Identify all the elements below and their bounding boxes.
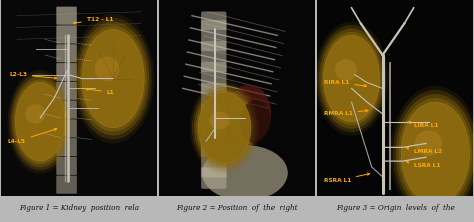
Ellipse shape [401,102,469,204]
Text: RIRA L1: RIRA L1 [324,80,366,87]
FancyBboxPatch shape [1,0,156,196]
Text: LMRA L2: LMRA L2 [407,147,442,154]
Text: RMRA L1: RMRA L1 [324,110,368,117]
Text: L4-L5: L4-L5 [8,129,57,144]
FancyBboxPatch shape [56,44,77,62]
Ellipse shape [324,35,380,122]
FancyBboxPatch shape [56,119,77,137]
FancyBboxPatch shape [201,41,227,51]
Ellipse shape [324,35,380,122]
Ellipse shape [15,83,65,161]
Ellipse shape [319,28,384,129]
Ellipse shape [198,92,251,163]
FancyBboxPatch shape [56,63,77,81]
Ellipse shape [393,90,474,217]
Ellipse shape [11,76,69,167]
Ellipse shape [396,94,474,212]
FancyBboxPatch shape [318,0,473,196]
Ellipse shape [72,14,154,143]
FancyBboxPatch shape [201,125,227,135]
Ellipse shape [190,81,259,174]
Text: T12 - L1: T12 - L1 [73,17,113,24]
Ellipse shape [94,56,119,81]
FancyBboxPatch shape [56,157,77,175]
Text: Figure 3 = Origin  levels  of  the: Figure 3 = Origin levels of the [336,204,455,212]
FancyBboxPatch shape [201,12,226,189]
Ellipse shape [82,30,144,128]
FancyBboxPatch shape [201,146,227,156]
Ellipse shape [77,22,149,136]
Text: L2-L3: L2-L3 [9,72,56,79]
Ellipse shape [390,86,474,221]
Text: LSRA L1: LSRA L1 [407,161,440,168]
FancyBboxPatch shape [56,82,77,100]
FancyBboxPatch shape [56,7,77,25]
FancyBboxPatch shape [56,138,77,156]
Ellipse shape [228,85,271,143]
Ellipse shape [15,83,65,161]
Ellipse shape [75,18,152,139]
Text: L1: L1 [86,88,115,95]
Ellipse shape [335,59,357,81]
Text: RSRA L1: RSRA L1 [324,173,370,183]
Ellipse shape [202,145,287,200]
Ellipse shape [13,79,67,164]
Ellipse shape [194,87,255,169]
Ellipse shape [82,30,144,128]
Ellipse shape [209,112,230,129]
FancyBboxPatch shape [201,20,227,30]
FancyBboxPatch shape [201,104,227,114]
Ellipse shape [25,104,45,124]
Ellipse shape [321,32,382,125]
FancyBboxPatch shape [159,0,315,196]
FancyBboxPatch shape [201,83,227,93]
Ellipse shape [240,100,271,143]
Text: LIRA L1: LIRA L1 [408,121,438,128]
FancyBboxPatch shape [56,101,77,118]
FancyBboxPatch shape [201,62,227,72]
Ellipse shape [401,102,469,204]
Ellipse shape [317,25,386,132]
Ellipse shape [9,73,71,170]
Ellipse shape [192,84,257,172]
Ellipse shape [399,98,472,208]
Text: Figure 2 = Position  of  the  right: Figure 2 = Position of the right [176,204,298,212]
Ellipse shape [8,70,73,174]
Ellipse shape [80,26,146,132]
Ellipse shape [315,22,388,136]
Ellipse shape [198,92,251,163]
FancyBboxPatch shape [201,167,227,177]
Ellipse shape [415,130,442,156]
Text: Figure 1 = Kidney  position  rela: Figure 1 = Kidney position rela [19,204,139,212]
Ellipse shape [196,89,253,166]
FancyBboxPatch shape [56,176,77,194]
FancyBboxPatch shape [56,26,77,43]
